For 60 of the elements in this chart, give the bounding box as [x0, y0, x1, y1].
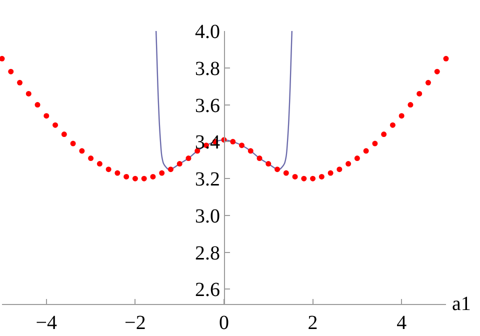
point	[26, 90, 32, 96]
point	[186, 156, 192, 162]
point	[310, 176, 316, 182]
point	[346, 161, 352, 167]
point	[52, 122, 58, 128]
point	[8, 68, 14, 74]
point	[176, 161, 182, 167]
point	[34, 102, 40, 108]
x-tick-label: −4	[36, 312, 58, 334]
x-tick-label: 4	[396, 312, 407, 334]
point	[79, 148, 85, 154]
x-tick-label: 0	[219, 312, 229, 334]
x-tick-label: 2	[308, 312, 318, 334]
point	[283, 170, 289, 176]
point	[70, 140, 76, 146]
point	[124, 174, 130, 180]
point	[266, 161, 272, 167]
y-tick-label: 3.0	[195, 205, 220, 228]
point	[88, 156, 94, 162]
point	[328, 170, 334, 176]
point	[239, 142, 245, 148]
y-tick-label: 3.2	[195, 168, 220, 191]
point	[159, 170, 165, 176]
point	[17, 80, 23, 86]
x-axis-title: a1	[452, 293, 471, 315]
point	[408, 102, 414, 108]
point	[230, 138, 236, 144]
point	[256, 156, 262, 162]
point	[354, 156, 360, 162]
x-tick-label: −2	[124, 312, 146, 334]
point	[336, 166, 342, 172]
point	[425, 80, 431, 86]
point	[248, 148, 254, 154]
y-tick-label: 2.8	[195, 242, 220, 264]
point	[274, 166, 280, 172]
point	[372, 140, 378, 146]
point	[416, 90, 422, 96]
point	[318, 174, 324, 180]
y-tick-label: 3.8	[195, 58, 220, 80]
point	[150, 174, 156, 180]
y-tick-label: 2.6	[195, 279, 220, 302]
point	[381, 132, 387, 138]
point	[0, 56, 5, 62]
point	[114, 170, 120, 176]
point	[390, 122, 396, 128]
point	[443, 56, 449, 62]
y-tick-label: 4.0	[195, 21, 220, 43]
point	[301, 176, 307, 182]
point	[106, 166, 112, 172]
point	[44, 113, 50, 119]
point	[132, 176, 138, 182]
point	[96, 161, 102, 167]
point	[61, 132, 67, 138]
point	[363, 148, 369, 154]
point	[398, 113, 404, 119]
point	[292, 174, 298, 180]
point	[141, 176, 147, 182]
point	[434, 68, 440, 74]
y-tick-label: 3.6	[195, 94, 220, 117]
point	[168, 166, 174, 172]
